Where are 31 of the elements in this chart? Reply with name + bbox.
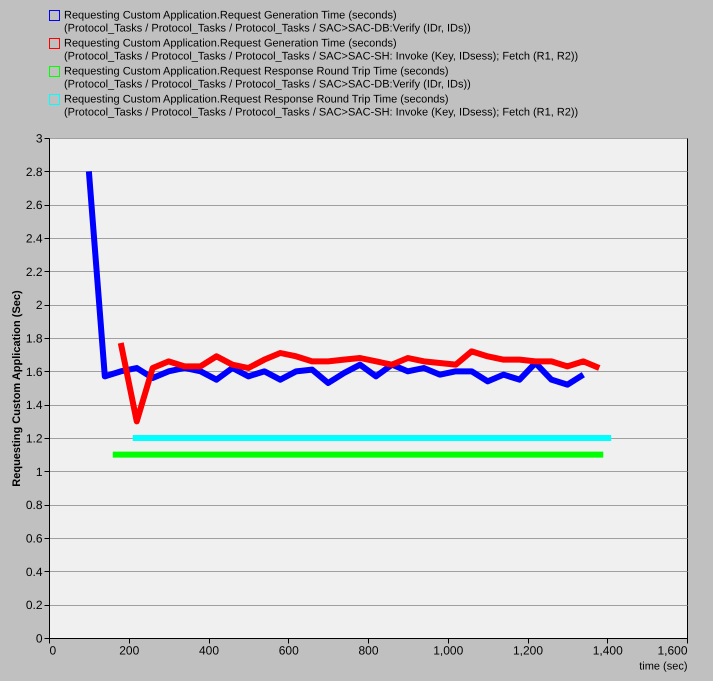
y-tick-label: 0.6 [26, 532, 43, 546]
x-tick-label: 1,400 [592, 644, 624, 658]
y-tick-label: 0.2 [26, 598, 43, 612]
y-tick-label: 3 [36, 132, 43, 146]
y-tick-label: 1.6 [26, 364, 43, 379]
y-tick-label: 1.2 [26, 432, 43, 446]
y-tick-label: 1 [36, 464, 43, 479]
x-tick-label: 600 [278, 644, 300, 658]
x-axis-title: time (sec) [639, 660, 688, 672]
x-tick-label: 800 [358, 644, 379, 658]
y-tick-label: 0 [36, 632, 43, 646]
legend-label: Requesting Custom Application.Request Generation Time (seconds) (Protocol_Tasks / Protocol_Tasks / Protocol_Tasks / SAC>SAC-SH: Invoke (Key, IDsess); Fetch (R1, R2)) [64, 38, 578, 62]
x-tick-label: 1,600 [657, 644, 688, 658]
x-tick-label: 400 [198, 644, 220, 658]
y-tick-label: 2.2 [26, 264, 43, 279]
x-tick-label: 200 [119, 644, 140, 658]
legend-label: Requesting Custom Application.Request Response Round Trip Time (seconds) (Protocol_Tasks / Protocol_Tasks / Protocol_Tasks / SAC>SAC-SH: Invoke (Key, IDsess); Fetch (R1, R2)) [64, 94, 578, 118]
y-tick-label: 1.4 [26, 398, 43, 412]
y-tick-label: 2 [36, 298, 43, 312]
y-tick-label: 0.8 [26, 498, 43, 512]
y-tick-label: 0.4 [26, 564, 43, 579]
x-tick-label: 0 [50, 644, 56, 658]
legend-label: Requesting Custom Application.Request Generation Time (seconds) (Protocol_Tasks / Protocol_Tasks / Protocol_Tasks / SAC>SAC-DB:Verify (IDr, IDs)) [64, 10, 471, 34]
legend-label: Requesting Custom Application.Request Response Round Trip Time (seconds) (Protocol_Tasks / Protocol_Tasks / Protocol_Tasks / SAC>SAC-DB:Verify (IDr, IDs)) [64, 66, 471, 90]
x-tick-label: 1,000 [433, 644, 464, 658]
y-tick-label: 2.6 [26, 198, 43, 212]
y-tick-label: 1.8 [26, 332, 43, 346]
y-axis-title: Requesting Custom Application (Sec) [10, 290, 23, 487]
x-tick-label: 1,200 [512, 644, 544, 658]
y-tick-label: 2.4 [26, 232, 43, 246]
y-tick-label: 2.8 [26, 164, 43, 179]
